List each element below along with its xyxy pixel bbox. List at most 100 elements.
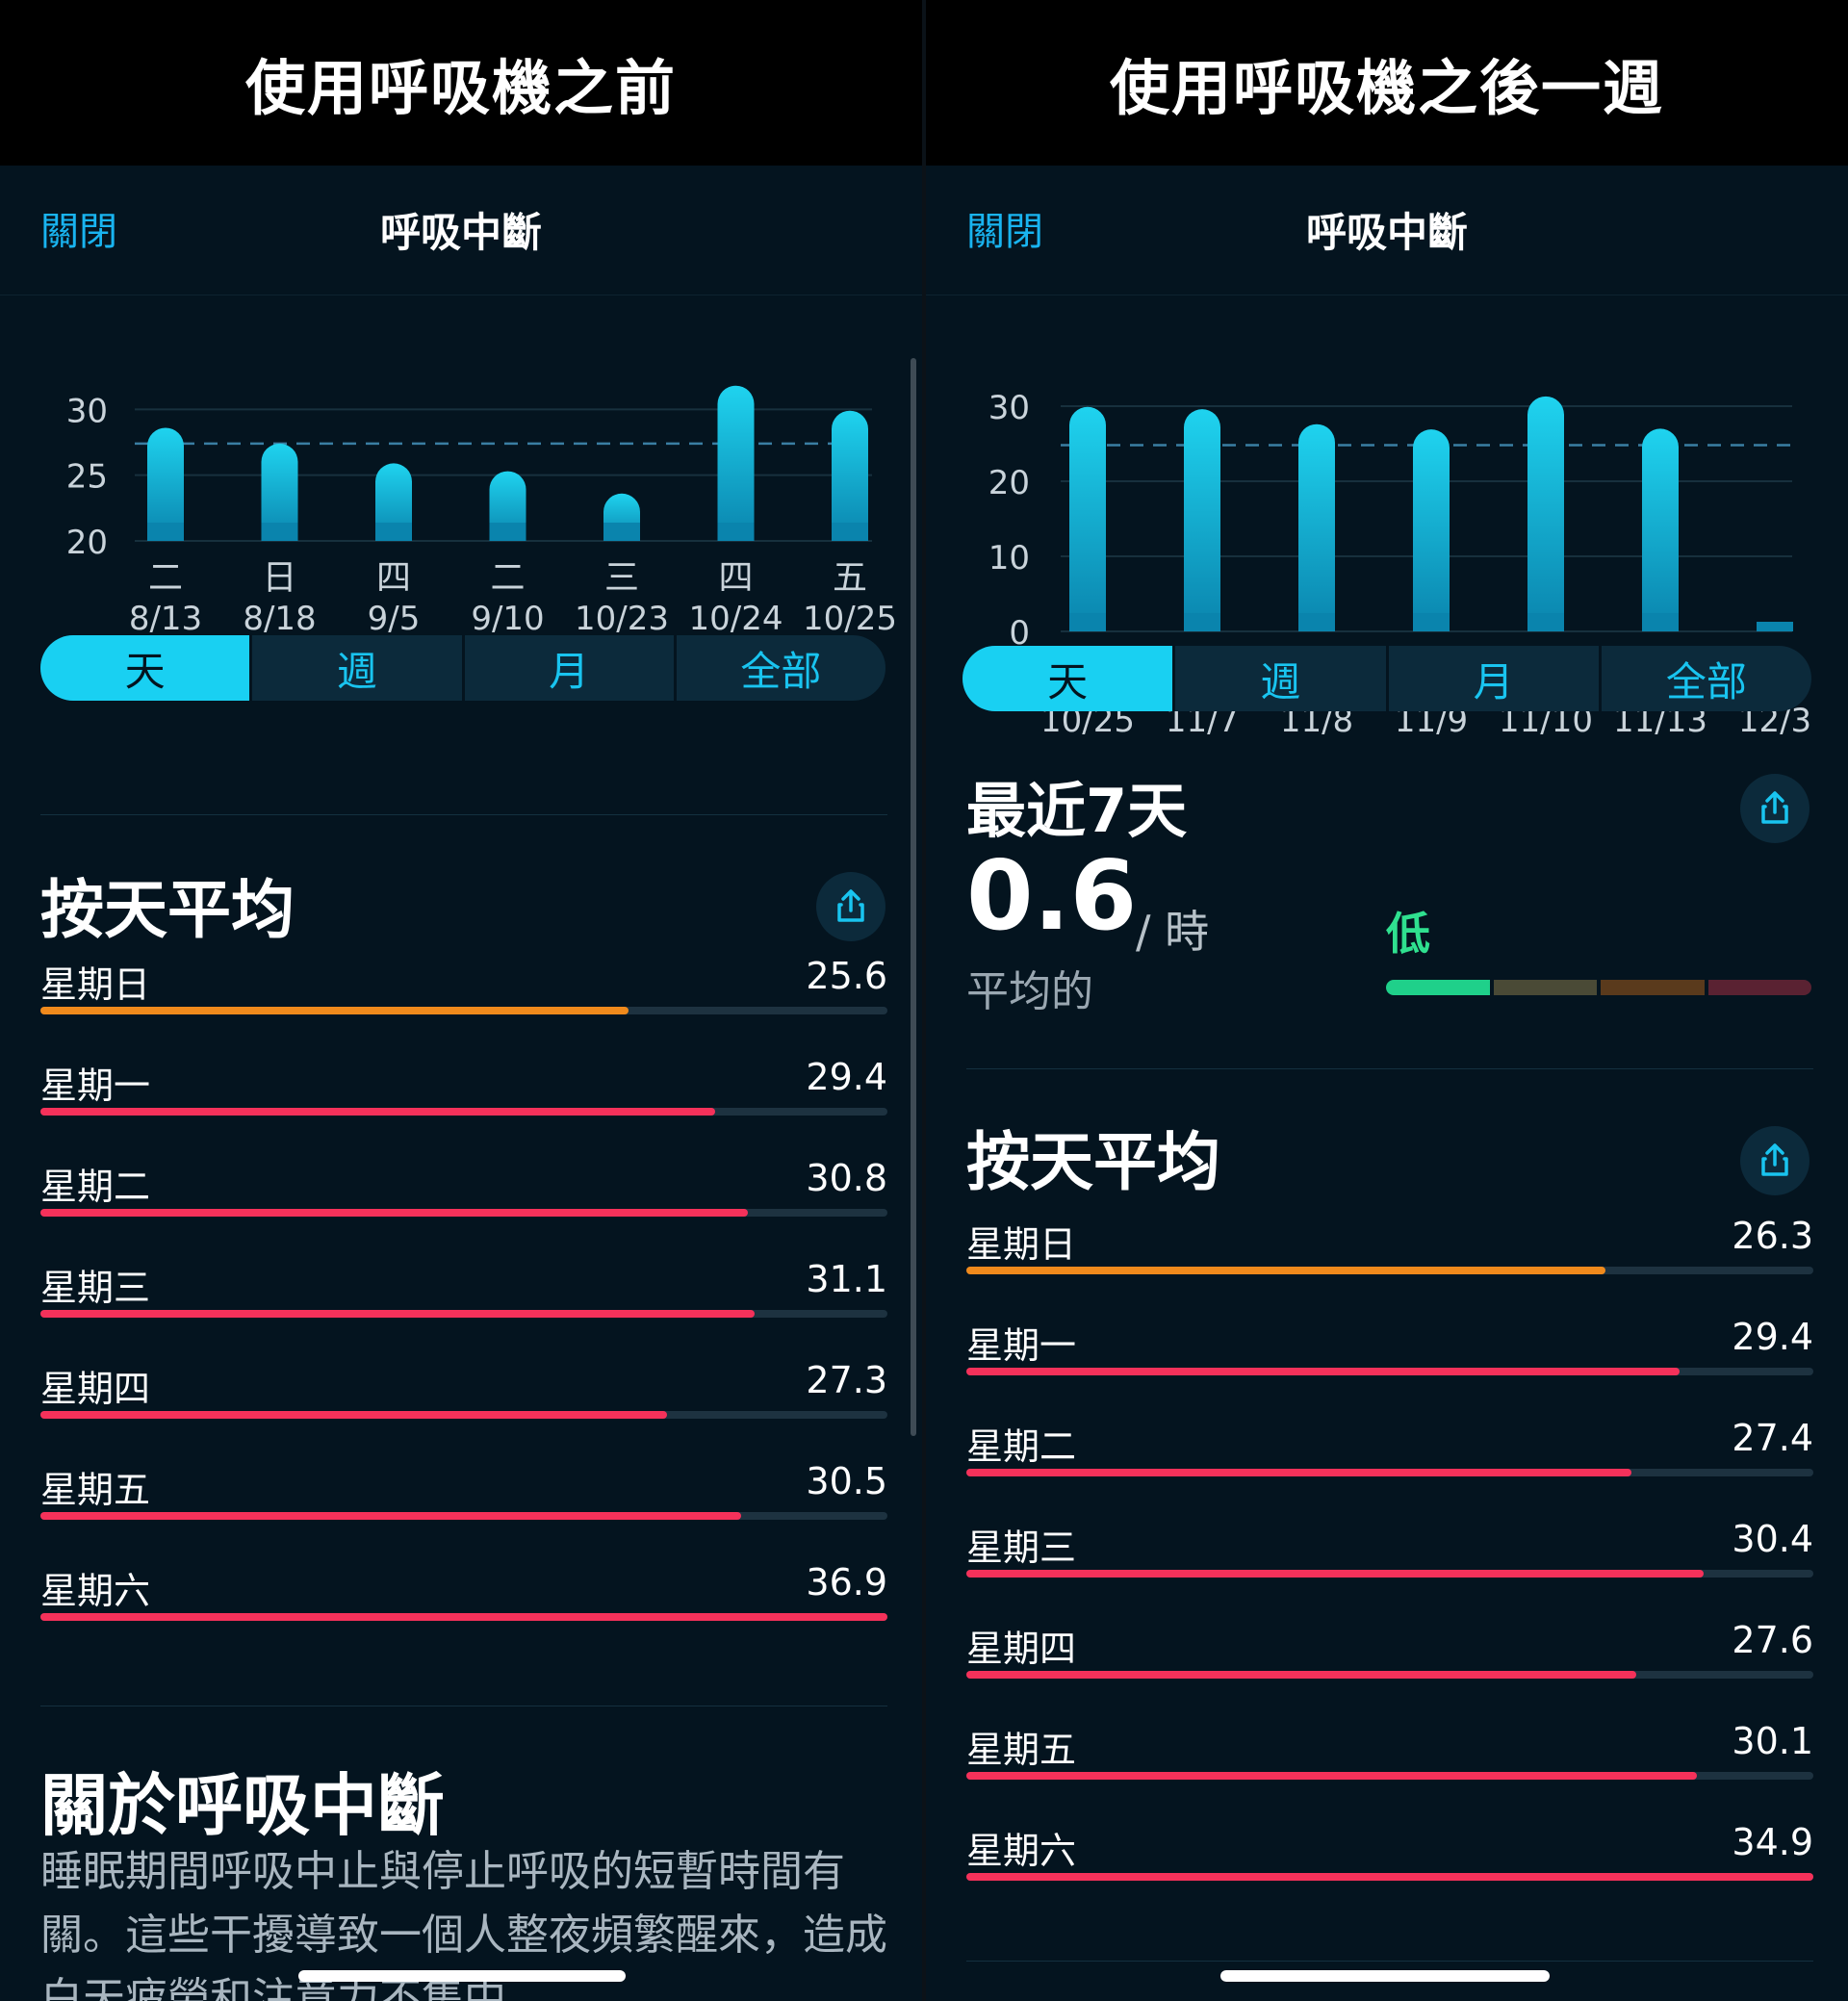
progress-fill [40,1512,741,1520]
y-tick-label: 30 [66,392,108,430]
bar[interactable] [832,410,868,541]
share-icon [1761,1143,1788,1176]
x-weekday-label: 四 [718,558,753,598]
weekday-value: 27.3 [806,1359,887,1401]
nav-title: 呼吸中斷 [379,209,542,256]
progress-track [40,1512,887,1520]
weekday-label: 星期日 [966,1223,1077,1266]
weekday-value: 25.6 [806,955,887,997]
weekday-label: 星期四 [966,1628,1077,1670]
progress-fill [40,1108,716,1116]
progress-fill [966,1671,1637,1679]
average-label: 平均的 [966,967,1093,1016]
x-weekday-label: 二 [490,558,525,598]
x-weekday-label: 三 [604,558,639,598]
range-segmented-control: 天 週 月 全部 [40,635,886,701]
x-weekday-label: 五 [833,558,867,598]
bar-base [1413,613,1450,631]
weekday-value: 30.5 [806,1460,887,1502]
tab-month[interactable]: 月 [1385,646,1599,711]
home-indicator[interactable] [298,1970,626,1982]
close-button[interactable]: 關閉 [40,210,117,254]
level-scale-segment [1707,980,1811,995]
average-value: 0.6 [966,839,1138,952]
about-title: 關於呼吸中斷 [40,1766,445,1845]
tab-week[interactable]: 週 [249,635,461,701]
bar[interactable] [1069,406,1106,631]
x-date-label: 8/18 [243,600,316,638]
weekday-row: 星期一 29.4 [40,1056,887,1142]
tab-month[interactable]: 月 [461,635,674,701]
tab-all[interactable]: 全部 [1598,646,1811,711]
weekday-row: 星期四 27.3 [40,1359,887,1446]
progress-fill [966,1772,1697,1780]
weekday-label: 星期三 [966,1526,1077,1569]
weekday-row: 星期日 25.6 [40,955,887,1041]
bar[interactable] [261,443,298,541]
progress-track [966,1368,1813,1375]
x-date-label: 10/24 [689,600,783,638]
home-indicator[interactable] [1220,1970,1550,1982]
close-button[interactable]: 關閉 [966,210,1043,254]
y-tick-label: 30 [988,389,1030,427]
caption-before: 使用呼吸機之前 [0,0,922,166]
bar-base [717,523,755,541]
level-scale-segment [1601,980,1705,995]
bar[interactable] [1527,396,1564,631]
about-text: 睡眠期間呼吸中止與停止呼吸的短暫時間有關。這些干擾導致一個人整夜頻繁醒來，造成白… [40,1847,887,2001]
bar-base [1069,613,1106,631]
bar-base [1642,613,1679,631]
share-icon [837,889,864,922]
share-button[interactable] [816,872,886,941]
weekday-label: 星期三 [40,1267,151,1309]
bar[interactable] [147,427,184,541]
weekday-label: 星期二 [40,1166,151,1208]
tab-day[interactable]: 天 [962,646,1173,711]
share-button[interactable] [1740,774,1810,843]
bar[interactable] [1413,429,1450,631]
level-scale-segment [1493,980,1597,995]
bar[interactable] [1642,428,1679,631]
weekday-row: 星期六 34.9 [966,1821,1813,1908]
progress-fill [40,1310,755,1318]
y-tick-label: 25 [66,458,108,497]
weekday-label: 星期日 [40,963,151,1006]
bar[interactable] [375,463,412,541]
section-title-daily-average: 按天平均 [966,1125,1220,1199]
weekday-value: 27.6 [1732,1619,1813,1661]
weekday-label: 星期六 [966,1830,1077,1872]
weekday-row: 星期三 31.1 [40,1258,887,1345]
bar[interactable] [1298,423,1335,631]
weekday-label: 星期六 [40,1570,151,1612]
progress-fill [966,1469,1631,1476]
section-title-daily-average: 按天平均 [40,873,295,947]
range-segmented-control: 天 週 月 全部 [962,646,1811,711]
share-button[interactable] [1740,1126,1810,1195]
level-scale-segment [1386,980,1490,995]
progress-track [966,1671,1813,1679]
weekday-value: 29.4 [1732,1316,1813,1358]
bar[interactable] [1184,409,1220,631]
tab-all[interactable]: 全部 [673,635,886,701]
progress-track [40,1411,887,1419]
weekday-row: 星期五 30.5 [40,1460,887,1547]
progress-fill [966,1368,1680,1375]
panel-before: 關閉 呼吸中斷 30 25 20 二 8/13 日 8/18 四 9/5 二 9/10 三 10/23 四… [0,166,922,2001]
y-tick-label: 0 [1009,614,1030,653]
weekday-row: 星期六 36.9 [40,1561,887,1648]
weekday-value: 34.9 [1732,1821,1813,1863]
tab-day[interactable]: 天 [40,635,250,701]
x-date-label: 9/10 [471,600,544,638]
x-date-label: 10/25 [803,600,897,638]
level-label: 低 [1386,908,1430,960]
progress-fill [40,1411,668,1419]
progress-fill [966,1570,1705,1578]
bar[interactable] [717,385,755,541]
weekday-row: 星期一 29.4 [966,1316,1813,1402]
bar-base [147,523,184,541]
scrollbar[interactable] [911,358,916,1436]
tab-week[interactable]: 週 [1172,646,1385,711]
progress-track [40,1209,887,1217]
bar-base [375,523,412,541]
weekday-label: 星期五 [40,1469,151,1511]
